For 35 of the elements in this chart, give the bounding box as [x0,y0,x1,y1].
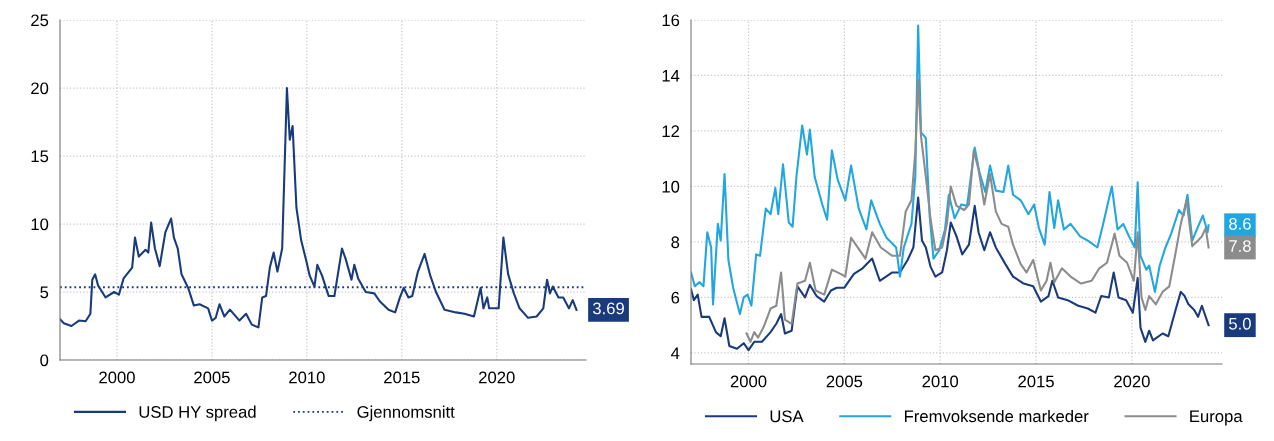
y-tick-label: 4 [671,347,680,359]
y-tick-label: 15 [31,150,49,163]
x-tick-label: 2020 [479,371,515,384]
y-tick-label: 25 [31,14,49,27]
x-tick-label: 2000 [730,375,767,388]
y-tick-label: 16 [662,14,680,27]
x-tick-label: 2015 [384,371,420,384]
y-tick-label: 5 [40,286,49,299]
y-tick-label: 8 [671,236,680,249]
x-tick-label: 2010 [922,375,959,388]
legend-label: USA [770,410,804,423]
y-tick-label: 14 [662,70,680,82]
y-tick-label: 10 [662,180,680,193]
legend-label: Fremvoksende markeder [904,409,1089,423]
line-series [691,196,1210,352]
y-tick-label: 6 [671,291,680,304]
data-label: 8.6 [1229,217,1251,230]
y-tick-label: 0 [40,354,49,367]
x-tick-label: 2000 [99,371,135,384]
line-series [691,24,1210,316]
data-label: 5.0 [1229,317,1251,330]
data-label: 7.8 [1229,240,1251,252]
y-tick-label: 10 [31,218,49,231]
x-tick-label: 2005 [826,375,863,388]
x-tick-label: 2005 [194,371,230,384]
legend-label: USD HY spread [139,405,256,422]
legend-label: Europa [1190,410,1243,426]
line-series [745,78,1210,343]
y-tick-label: 20 [31,82,49,95]
y-tick-label: 12 [662,125,680,138]
data-label: 3.69 [592,302,624,315]
x-tick-label: 2020 [1114,375,1150,388]
x-tick-label: 2010 [289,371,325,384]
x-tick-label: 2015 [1018,375,1054,388]
legend-label: Gjennomsnitt [357,405,455,422]
